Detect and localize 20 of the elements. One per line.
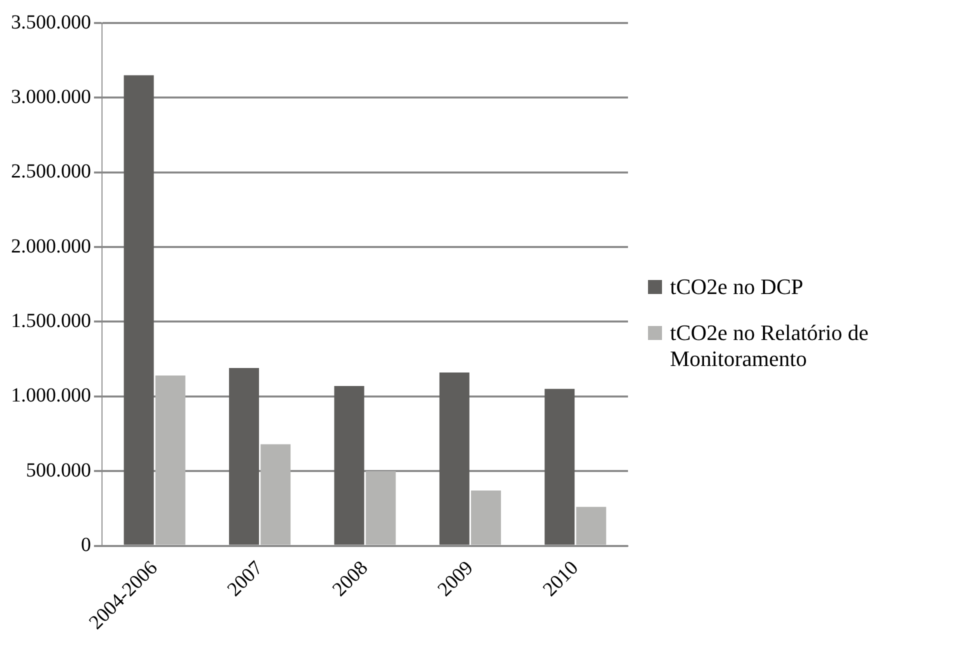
y-tick-label: 1.500.000 [11, 310, 91, 332]
y-tick-label: 1.000.000 [11, 384, 91, 407]
y-tick-label: 500.000 [26, 459, 91, 482]
y-tick-label: 2.000.000 [11, 235, 91, 258]
y-tick-label: 2.500.000 [11, 160, 91, 183]
bar [366, 471, 396, 545]
legend-label: tCO2e no DCP [670, 274, 804, 300]
bar [155, 375, 186, 545]
bar [229, 368, 260, 545]
bar [544, 388, 575, 545]
bar [470, 490, 501, 545]
y-tick-label: 0 [81, 534, 91, 556]
bar [334, 386, 364, 545]
bar [439, 372, 470, 545]
y-tick-label: 3.500.000 [11, 11, 91, 34]
bar [124, 75, 154, 545]
bar [260, 444, 291, 545]
y-tick-label: 3.000.000 [11, 86, 91, 108]
bar [576, 506, 606, 545]
legend-label: tCO2e no Relatório de Monitoramento [670, 320, 870, 372]
